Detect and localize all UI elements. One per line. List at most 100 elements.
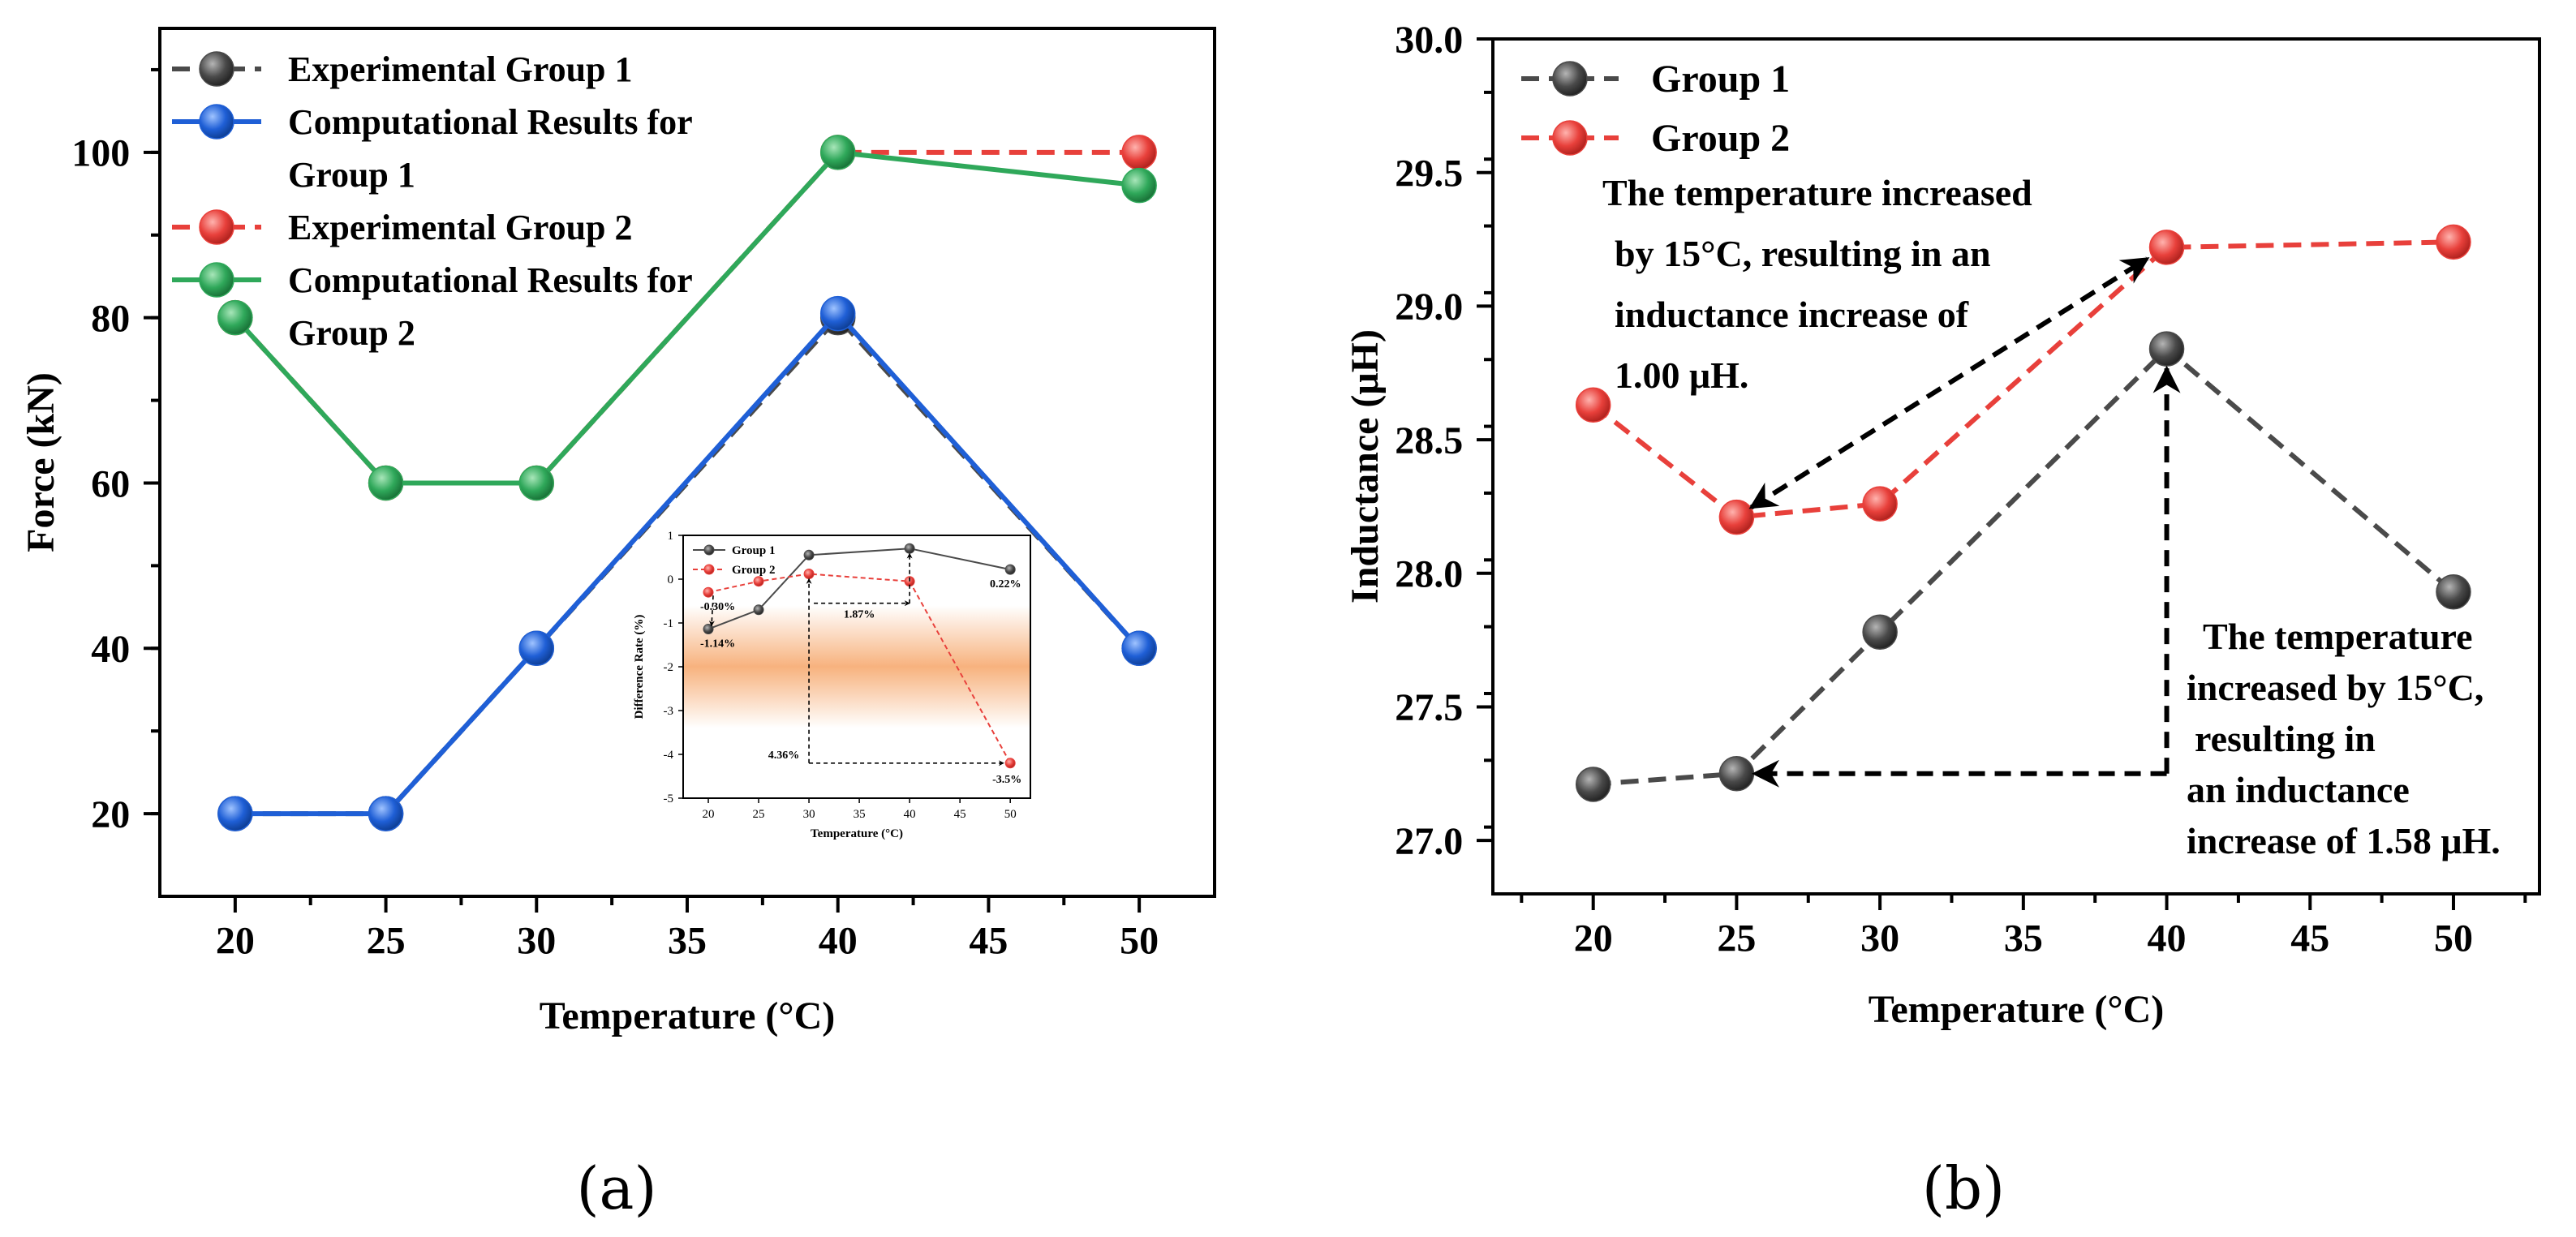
data-point	[217, 796, 253, 831]
data-point	[1121, 135, 1157, 170]
legend-label: Computational Results for	[288, 102, 693, 142]
x-tick-label: 35	[668, 919, 707, 962]
y-tick-label: 29.0	[1395, 286, 1463, 329]
legend-label: Group 2	[288, 313, 415, 353]
inset-data-point	[803, 569, 815, 580]
inset-x-tick-label: 45	[954, 808, 966, 821]
inset-y-tick-label: -4	[664, 749, 674, 762]
legend-label: Group 2	[1651, 117, 1790, 160]
x-tick-label: 35	[2004, 917, 2043, 960]
data-point	[2436, 574, 2471, 610]
y-axis-label: Force (kN)	[19, 372, 62, 552]
annotation-text: an inductance	[2187, 769, 2410, 810]
inset-arrow	[708, 595, 715, 627]
inset-annotation: -0.30%	[700, 601, 735, 613]
legend-label: Group 1	[1651, 58, 1790, 101]
data-point	[518, 630, 555, 667]
y-tick-label: 100	[71, 132, 130, 175]
x-tick-label: 45	[969, 919, 1008, 962]
inset-data-point	[753, 604, 764, 616]
data-point	[1575, 387, 1611, 423]
legend-marker	[199, 51, 234, 87]
inset-x-axis-label: Temperature (°C)	[811, 827, 903, 840]
x-tick-label: 50	[1120, 919, 1159, 962]
y-tick-label: 40	[91, 628, 130, 671]
y-tick-label: 27.5	[1395, 686, 1463, 729]
x-axis-label: Temperature (°C)	[1869, 988, 2164, 1031]
data-point	[819, 135, 856, 170]
inset-data-point	[703, 624, 714, 635]
x-tick-label: 25	[367, 919, 406, 962]
legend-marker	[1552, 120, 1588, 156]
data-point	[1121, 630, 1157, 667]
inset-y-tick-label: 0	[668, 573, 674, 586]
panel-a: 20 25 30 35 40 45 50 20 40 60 80 100 Temperature (°C…	[19, 27, 1216, 1222]
y-tick-label: 80	[91, 297, 130, 340]
y-tick-label: 30.0	[1395, 19, 1463, 62]
inset-data-point	[1004, 564, 1016, 575]
inset-x-tick-label: 30	[803, 808, 815, 821]
data-point	[1718, 756, 1755, 792]
inset-annotation: -1.14%	[700, 638, 735, 651]
inset-x-tick-label: 25	[753, 808, 765, 821]
inset-x-tick-label: 20	[703, 808, 715, 821]
series-line	[1591, 239, 2454, 520]
arrow-annotation	[1748, 256, 2150, 510]
annotation-text: The temperature	[2203, 616, 2473, 657]
annotation-text: increase of 1.58 μH.	[2187, 820, 2501, 861]
inset-y-tick-label: 1	[668, 530, 674, 543]
annotation-text: inductance increase of	[1615, 294, 1969, 335]
inset-y-tick-label: -2	[664, 661, 674, 674]
inset-annotation: 1.87%	[844, 609, 875, 621]
x-tick-label: 25	[1717, 917, 1756, 960]
inset-legend-label: Group 1	[732, 544, 776, 557]
inset-data-point	[1004, 758, 1016, 769]
data-point	[2148, 331, 2185, 367]
x-tick-label: 30	[1860, 917, 1899, 960]
data-point	[1575, 767, 1611, 802]
data-point	[368, 465, 404, 501]
x-tick-label: 40	[819, 919, 858, 962]
x-tick-label: 45	[2290, 917, 2329, 960]
y-tick-label: 29.5	[1395, 152, 1463, 195]
data-point	[1718, 499, 1755, 535]
inset-annotation: -3.5%	[992, 774, 1021, 786]
legend-label: Experimental Group 1	[288, 49, 633, 89]
inset-series-line	[707, 573, 1012, 764]
data-point	[1121, 167, 1157, 204]
legend-label: Experimental Group 2	[288, 208, 633, 247]
annotation-text: increased by 15°C,	[2187, 667, 2484, 708]
data-point	[368, 796, 404, 831]
y-tick-label: 20	[91, 793, 130, 836]
inset-x-tick-label: 35	[854, 808, 866, 821]
x-tick-label: 40	[2148, 917, 2187, 960]
inset-legend-marker	[703, 564, 715, 575]
x-axis-label: Temperature (°C)	[540, 994, 835, 1037]
inset-highlight-band	[683, 605, 1030, 728]
inset-y-axis-label: Difference Rate (%)	[633, 615, 646, 719]
y-tick-label: 27.0	[1395, 820, 1463, 863]
inset-annotation: 4.36%	[768, 750, 800, 762]
data-point	[518, 465, 555, 501]
legend-label: Group 1	[288, 155, 415, 195]
panel-label-a: (a)	[576, 1154, 656, 1222]
inset-data-point	[703, 586, 714, 598]
annotation-text: 1.00 μH.	[1615, 354, 1748, 396]
x-tick-label: 20	[1574, 917, 1613, 960]
inset-y-tick-label: -1	[664, 617, 674, 630]
legend-marker	[199, 209, 234, 245]
data-point	[819, 295, 856, 332]
inset-chart: 20 25 30 35 40 45 50 1 0 -1 -2 -3 -4 -5 Temperature (°…	[633, 530, 1031, 840]
inset-legend-marker	[703, 544, 715, 556]
x-tick-label: 20	[216, 919, 255, 962]
data-point	[2436, 224, 2471, 260]
x-tick-label: 50	[2434, 917, 2473, 960]
legend-label: Computational Results for	[288, 260, 693, 300]
y-tick-label: 28.5	[1395, 419, 1463, 462]
legend-marker	[199, 262, 234, 298]
inset-annotation: 0.22%	[990, 578, 1021, 591]
y-tick-label: 28.0	[1395, 553, 1463, 596]
inset-x-tick-label: 50	[1004, 808, 1017, 821]
inset-x-tick-label: 40	[904, 808, 916, 821]
